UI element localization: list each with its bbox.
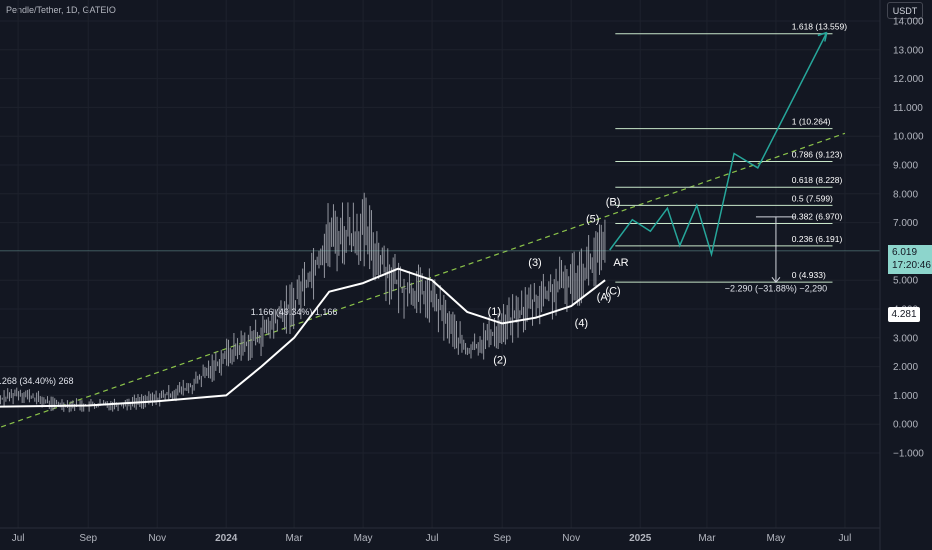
y-tick-label: 12.000 — [893, 74, 924, 85]
current-price: 6.019 — [892, 247, 918, 258]
annotations: 0.268 (34.40%) 268 1.166 (49.34%) 1,166 −2… — [0, 284, 827, 386]
y-tick-label: 14.000 — [893, 17, 924, 28]
fib-levels: 1.618 (13.559) 1 (10.264) 0.786 (9.123) 0.6… — [615, 22, 847, 283]
fib-level-label: 0.5 (7.599) — [792, 193, 833, 203]
wave-label: (2) — [493, 355, 506, 367]
symbol-title: Pendle/Tether, 1D, GATEIO — [6, 5, 116, 15]
candle-countdown: 17:20:46 — [892, 260, 931, 271]
fib-level-label: 0.786 (9.123) — [792, 149, 843, 159]
current-price-tag: 6.019 17:20:46 — [888, 245, 932, 274]
y-tick-label: 7.000 — [893, 218, 918, 229]
currency-badge[interactable]: USDT — [887, 2, 923, 19]
x-axis: Jul Sep Nov 2024 Mar May Jul Sep Nov 2025 Mar May Ju… — [0, 527, 880, 544]
y-tick-label: 1.000 — [893, 391, 918, 402]
x-tick-label: Nov — [562, 533, 580, 544]
y-axis: 14.000 13.000 12.000 11.000 10.000 9.000 8.000… — [879, 0, 924, 550]
y-tick-label: 9.000 — [893, 161, 918, 172]
wave-label: (B) — [606, 196, 621, 208]
trendline — [0, 132, 846, 428]
fib-level-label: 0 (4.933) — [792, 270, 826, 280]
annotation-label: 1.166 (49.34%) 1,166 — [251, 307, 338, 317]
fib-level-label: 1 (10.264) — [792, 117, 831, 127]
wave-label: (1) — [488, 306, 501, 318]
grid — [0, 0, 880, 528]
wave-label: (5) — [586, 214, 599, 226]
fib-level-label: 0.618 (8.228) — [792, 175, 843, 185]
annotation-label: −2.290 (−31.88%) −2,290 — [725, 284, 827, 294]
wave-label: (4) — [575, 317, 588, 329]
price-series — [0, 192, 606, 413]
projection-line — [609, 32, 828, 258]
y-tick-label: −1.000 — [893, 449, 924, 460]
x-tick-label: Sep — [493, 533, 511, 544]
x-tick-label: Nov — [148, 533, 166, 544]
x-tick-label: May — [354, 533, 373, 544]
fib-level-label: 1.618 (13.559) — [792, 22, 847, 32]
measure-arrow — [771, 277, 781, 284]
y-tick-label: 8.000 — [893, 189, 918, 200]
projection-arrowhead — [817, 31, 828, 42]
y-tick-label: 11.000 — [893, 103, 923, 114]
fib-level-label: 0.236 (6.191) — [792, 234, 843, 244]
projection-path — [609, 31, 828, 284]
y-tick-label: 2.000 — [893, 362, 918, 373]
trendline-dashed — [0, 132, 846, 428]
x-tick-label: 2024 — [215, 533, 238, 544]
y-tick-label: 5.000 — [893, 276, 918, 287]
wave-label: (C) — [605, 286, 620, 298]
y-tick-label: 3.000 — [893, 333, 918, 344]
x-tick-label: Mar — [698, 533, 716, 544]
x-tick-label: Jul — [839, 533, 852, 544]
y-tick-label: 0.000 — [893, 420, 918, 431]
fib-level-label: 0.382 (6.970) — [792, 211, 843, 221]
x-tick-label: 2025 — [629, 533, 652, 544]
price-marker-tag: 4.281 — [888, 307, 920, 322]
moving-average — [0, 250, 880, 408]
y-tick-label: 10.000 — [893, 132, 924, 143]
wave-label: AR — [613, 257, 628, 269]
x-tick-label: Jul — [426, 533, 439, 544]
annotation-label: 0.268 (34.40%) 268 — [0, 376, 73, 386]
wave-labels: (1) (2) (3) (4) (5) (A) (B) (C) AR — [488, 196, 629, 366]
wave-label: (3) — [528, 257, 541, 269]
x-tick-label: Jul — [12, 533, 25, 544]
y-tick-label: 13.000 — [893, 45, 924, 56]
x-tick-label: May — [766, 533, 785, 544]
moving-average-line — [0, 267, 606, 408]
x-tick-label: Sep — [79, 533, 97, 544]
wave-label: (A) — [597, 291, 612, 303]
x-tick-label: Mar — [285, 533, 303, 544]
